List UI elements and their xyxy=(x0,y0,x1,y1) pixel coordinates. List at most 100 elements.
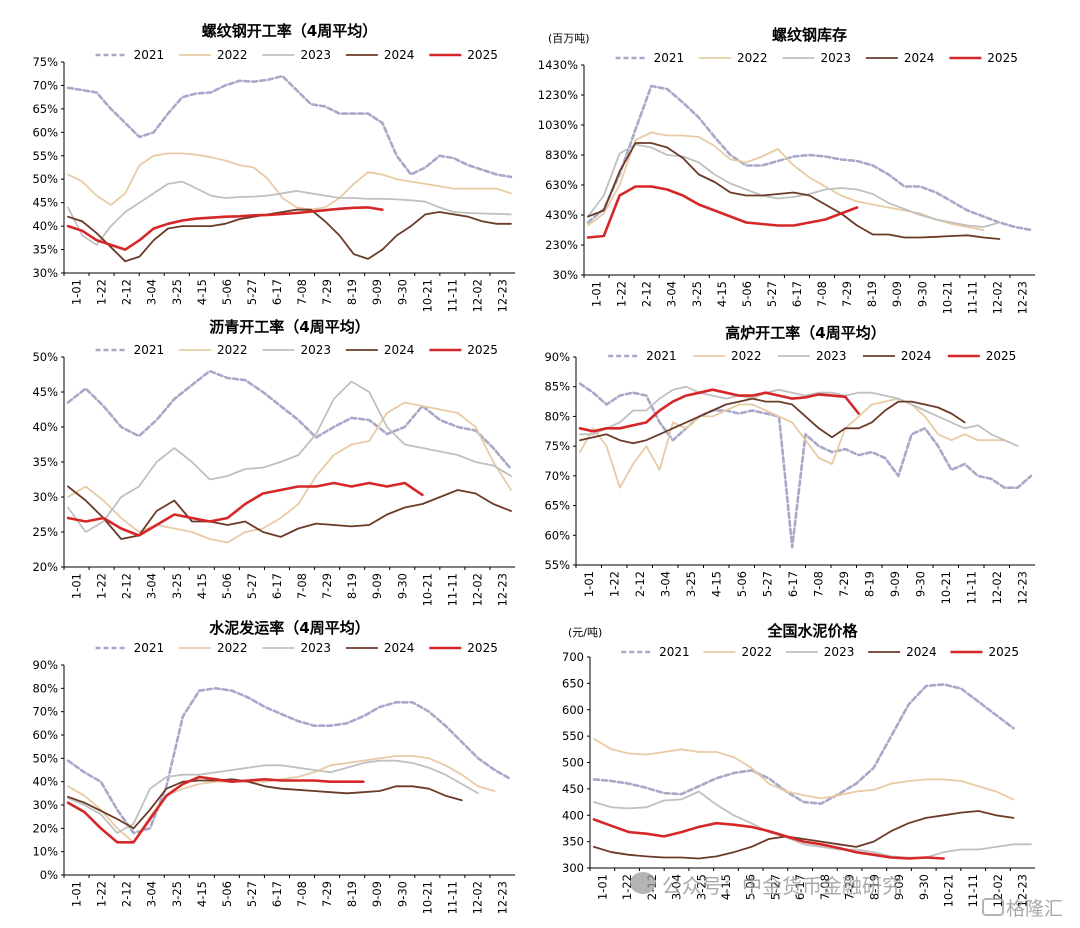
x-tick-label: 12-02 xyxy=(990,281,1004,314)
x-tick-label: 1-01 xyxy=(582,571,596,597)
x-tick-label: 12-23 xyxy=(495,573,509,606)
unit-label: (百万吨) xyxy=(548,32,590,45)
legend-label-2021: 2021 xyxy=(659,645,690,659)
y-tick-label: 60% xyxy=(32,125,58,139)
legend-label-2024: 2024 xyxy=(384,48,415,62)
series-line-2024 xyxy=(67,778,463,830)
y-tick-label: 85% xyxy=(544,380,570,394)
x-tick-label: 3-25 xyxy=(694,874,708,900)
x-tick-label: 4-15 xyxy=(195,279,209,305)
x-tick-label: 9-30 xyxy=(917,874,931,900)
x-tick-label: 7-29 xyxy=(320,279,334,305)
legend-label-2023: 2023 xyxy=(300,641,331,655)
y-tick-label: 35% xyxy=(32,455,58,469)
series-line-2022 xyxy=(587,131,985,231)
series-line-2023 xyxy=(67,380,512,533)
x-tick-label: 5-27 xyxy=(245,279,259,305)
x-tick-label: 7-08 xyxy=(815,281,829,307)
legend-label-2022: 2022 xyxy=(731,349,762,363)
x-tick-label: 12-02 xyxy=(470,573,484,606)
x-tick-label: 9-09 xyxy=(890,281,904,307)
y-tick-label: 70% xyxy=(32,705,58,719)
x-tick-label: 11-11 xyxy=(445,881,459,914)
series-line-2025 xyxy=(586,185,859,239)
y-tick-label: 70% xyxy=(544,469,570,483)
x-tick-label: 5-27 xyxy=(768,874,782,900)
legend-label-2025: 2025 xyxy=(987,51,1018,65)
x-tick-label: 2-12 xyxy=(633,571,647,597)
chart-cement-shipment: 水泥发运率（4周平均） 90% 80% 70% 60% 50% 40% 30% 20% 10% 0%… xyxy=(32,619,515,914)
x-tick-label: 5-06 xyxy=(220,881,234,907)
x-tick-label: 2-12 xyxy=(120,573,134,599)
x-tick-label: 11-11 xyxy=(445,573,459,606)
x-tick-label: 9-09 xyxy=(892,874,906,900)
x-tick-label: 9-30 xyxy=(913,571,927,597)
x-tick-label: 10-21 xyxy=(420,573,434,606)
x-tick-label: 9-09 xyxy=(888,571,902,597)
x-tick-label: 3-25 xyxy=(684,571,698,597)
x-tick-label: 3-04 xyxy=(658,571,672,597)
x-tick-label: 8-19 xyxy=(345,881,359,907)
legend-label-2025: 2025 xyxy=(467,641,498,655)
series-line-2021 xyxy=(586,84,1033,232)
x-tick-label: 5-06 xyxy=(735,571,749,597)
x-tick-label: 12-23 xyxy=(495,279,509,312)
y-tick-label: 30% xyxy=(552,268,578,282)
series-line-2023 xyxy=(67,180,512,246)
x-tick-label: 5-27 xyxy=(760,571,774,597)
y-tick-label: 35% xyxy=(32,243,58,257)
chart-title: 高炉开工率（4周平均） xyxy=(725,324,885,342)
x-tick-label: 7-08 xyxy=(295,573,309,599)
x-tick-label: 9-09 xyxy=(370,573,384,599)
x-tick-label: 1-22 xyxy=(615,281,629,307)
x-tick-label: 1-22 xyxy=(620,874,634,900)
series-line-2024 xyxy=(587,142,1001,240)
x-tick-label: 6-17 xyxy=(270,573,284,599)
legend-label-2022: 2022 xyxy=(217,641,248,655)
chart-title: 全国水泥价格 xyxy=(766,622,858,640)
series-line-2024 xyxy=(67,208,512,263)
x-tick-label: 2-12 xyxy=(640,281,654,307)
series-line-2025 xyxy=(66,481,424,537)
y-tick-label: 650 xyxy=(562,676,584,690)
chart-rebar-utilization: 螺纹钢开工率（4周平均） 75% 70% 65% 60% 55% 50% 45% 40% 35% 3… xyxy=(32,22,515,312)
chart-title: 沥青开工率（4周平均） xyxy=(209,318,369,336)
y-tick-label: 40% xyxy=(32,420,58,434)
y-tick-label: 50% xyxy=(32,172,58,186)
x-tick-label: 8-19 xyxy=(345,279,359,305)
x-tick-label: 10-21 xyxy=(939,571,953,604)
x-tick-label: 12-23 xyxy=(1016,874,1030,907)
x-tick-label: 9-30 xyxy=(915,281,929,307)
x-tick-label: 5-06 xyxy=(220,573,234,599)
x-tick-label: 8-19 xyxy=(867,874,881,900)
x-tick-label: 7-08 xyxy=(818,874,832,900)
x-tick-label: 1-01 xyxy=(70,279,84,305)
x-tick-label: 3-04 xyxy=(665,281,679,307)
chart-title: 螺纹钢库存 xyxy=(772,26,847,44)
y-tick-label: 60% xyxy=(544,528,570,542)
y-tick-label: 30% xyxy=(32,266,58,280)
chart-asphalt-utilization: 沥青开工率（4周平均） 50% 45% 40% 35% 30% 25% 20% 1-01 1-22… xyxy=(32,318,515,606)
y-tick-label: 45% xyxy=(32,385,58,399)
y-tick-label: 60% xyxy=(32,728,58,742)
y-tick-label: 80% xyxy=(544,409,570,423)
x-tick-label: 7-08 xyxy=(811,571,825,597)
x-tick-label: 7-29 xyxy=(837,571,851,597)
x-tick-label: 5-27 xyxy=(765,281,779,307)
x-tick-label: 3-25 xyxy=(170,573,184,599)
x-tick-label: 9-30 xyxy=(395,881,409,907)
legend-label-2025: 2025 xyxy=(467,343,498,357)
x-tick-label: 3-04 xyxy=(670,874,684,900)
x-tick-label: 12-02 xyxy=(470,279,484,312)
x-tick-label: 11-11 xyxy=(964,571,978,604)
series-line-2025 xyxy=(66,206,384,251)
x-tick-label: 6-17 xyxy=(270,279,284,305)
legend-label-2024: 2024 xyxy=(384,343,415,357)
series-line-2021 xyxy=(66,369,513,471)
x-tick-label: 1-22 xyxy=(95,279,109,305)
x-tick-label: 1-22 xyxy=(95,573,109,599)
x-tick-label: 2-12 xyxy=(120,881,134,907)
x-tick-label: 4-15 xyxy=(195,881,209,907)
x-tick-label: 6-17 xyxy=(786,571,800,597)
y-tick-label: 55% xyxy=(544,558,570,572)
